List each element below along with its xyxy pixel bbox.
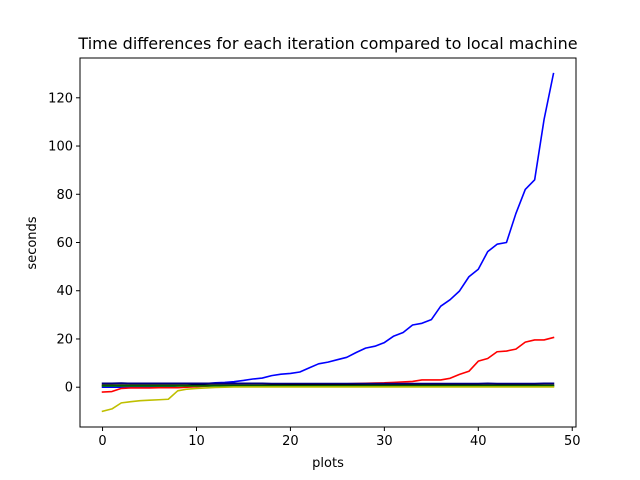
x-tick-label: 50: [564, 434, 581, 449]
x-tick-label: 30: [376, 434, 393, 449]
x-tick-label: 10: [188, 434, 205, 449]
y-tick-label: 120: [48, 91, 73, 106]
y-axis: 0 20 40 60 80 100 120: [48, 91, 80, 396]
x-tick-label: 20: [282, 434, 299, 449]
y-tick-label: 60: [56, 236, 73, 251]
y-tick-label: 100: [48, 140, 73, 155]
x-axis-label: plots: [312, 456, 344, 471]
y-tick-label: 20: [56, 332, 73, 347]
series-line-5: [101, 386, 555, 413]
x-tick-label: 0: [98, 434, 106, 449]
axes-frame: [79, 57, 577, 428]
y-axis-label: seconds: [25, 216, 40, 269]
y-tick-label: 40: [56, 284, 73, 299]
x-tick-label: 40: [470, 434, 487, 449]
plot-area: [101, 72, 555, 413]
y-tick-label: 0: [65, 381, 73, 396]
chart-title: Time differences for each iteration comp…: [77, 34, 577, 53]
x-axis: 0 10 20 30 40 50: [98, 427, 581, 449]
y-tick-label: 80: [56, 188, 73, 203]
